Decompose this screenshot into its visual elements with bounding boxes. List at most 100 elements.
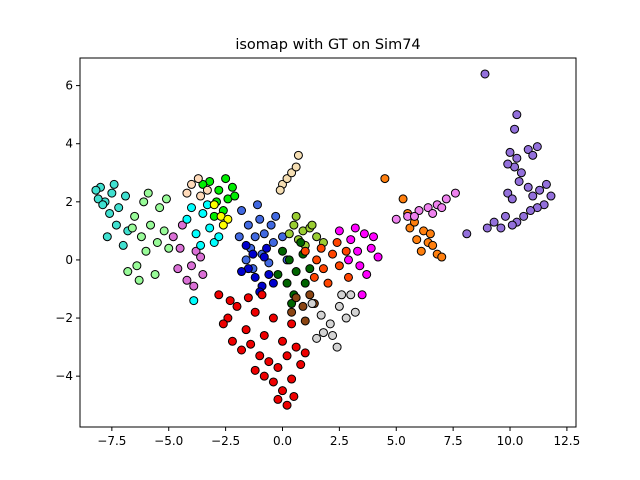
data-point [293,150,303,160]
data-point [237,206,247,216]
data-point [416,246,426,256]
data-point [278,336,287,346]
data-point [268,278,278,288]
data-point [250,365,260,375]
x-tick-label: 12.5 [554,434,581,448]
data-point [369,232,378,242]
data-point [168,232,178,242]
data-point [312,232,322,242]
data-point [282,351,292,361]
data-point [291,162,301,172]
data-point [287,299,297,309]
data-point [182,188,192,198]
x-tick-label: −7.5 [97,434,126,448]
data-point [141,246,151,256]
data-point [428,240,438,250]
data-point [134,275,144,285]
plot-frame [79,57,577,428]
data-point [182,275,192,285]
data-point [284,229,294,239]
data-point [296,360,306,370]
data-point [441,194,451,204]
data-point [516,168,526,178]
data-point [271,211,281,221]
data-point [139,197,149,207]
data-point [296,238,306,247]
data-point [480,69,490,79]
data-point [214,185,224,195]
data-point [186,261,196,271]
y-tick-label: 4 [65,137,73,151]
data-point [173,264,183,274]
data-point [332,238,342,247]
data-point [121,191,130,201]
data-point [289,391,299,401]
data-point [93,194,103,204]
data-point [341,246,351,256]
data-point [282,174,292,184]
data-point [373,252,383,262]
data-point [161,194,171,204]
data-point [528,150,538,160]
x-tick-label: 7.5 [444,434,463,448]
data-point [343,272,353,282]
data-point [218,220,228,230]
data-point [535,185,545,195]
data-point [437,252,447,262]
data-point [512,153,522,163]
data-point [334,301,344,311]
data-point [532,142,542,152]
data-point [341,313,351,323]
data-point [380,174,390,184]
data-point [287,307,297,317]
data-point [437,203,447,213]
data-point [316,310,326,320]
data-point [243,220,253,230]
data-point [291,267,301,277]
data-point [198,208,208,218]
data-point [191,229,201,239]
data-point [519,211,529,221]
data-point [357,290,367,300]
data-point [109,179,119,189]
y-tick-label: −2 [55,311,73,325]
data-point [257,290,267,300]
data-point [127,223,137,233]
data-point [196,191,206,201]
data-point [312,333,322,343]
data-point [328,330,338,340]
data-point [250,232,260,242]
data-point [198,269,208,279]
data-point [227,336,237,346]
data-point [91,185,101,195]
data-point [111,220,121,230]
data-point [291,342,301,352]
x-tick-label: 2.5 [330,434,349,448]
data-point [152,238,162,247]
data-point [298,301,308,311]
data-point [282,400,292,410]
data-point [227,182,237,192]
data-point [510,124,520,134]
data-point [423,203,433,213]
data-point [287,168,297,178]
data-point [523,182,533,192]
data-point [182,214,192,224]
data-point [136,232,146,242]
data-point [334,261,344,271]
data-point [273,394,283,404]
data-point [214,232,224,242]
data-point [155,203,165,213]
data-point [241,255,251,265]
x-tick-label: 5.0 [387,434,406,448]
data-point [391,214,401,224]
data-point [262,243,272,253]
data-point [300,246,310,256]
data-point [107,188,117,198]
data-point [259,371,269,381]
data-point [425,229,435,239]
data-point [264,269,274,279]
data-point [250,272,260,282]
data-point [241,325,251,335]
data-point [264,357,274,367]
